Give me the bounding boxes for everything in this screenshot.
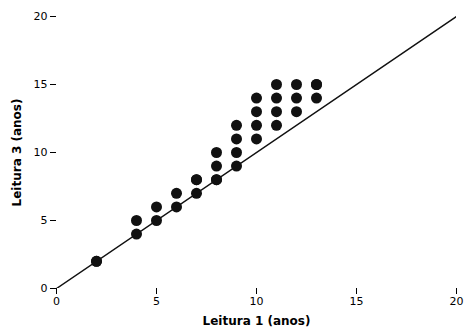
svg-text:5: 5 — [153, 295, 160, 308]
svg-text:0: 0 — [41, 282, 48, 295]
svg-text:15: 15 — [34, 78, 48, 91]
svg-text:15: 15 — [350, 295, 364, 308]
svg-text:5: 5 — [41, 214, 48, 227]
svg-text:20: 20 — [34, 10, 48, 23]
svg-text:10: 10 — [250, 295, 264, 308]
svg-text:20: 20 — [450, 295, 464, 308]
svg-text:10: 10 — [34, 146, 48, 159]
svg-text:0: 0 — [53, 295, 60, 308]
svg-text:Leitura 1 (anos): Leitura 1 (anos) — [203, 314, 311, 328]
svg-text:Leitura 3 (anos): Leitura 3 (anos) — [10, 99, 24, 207]
